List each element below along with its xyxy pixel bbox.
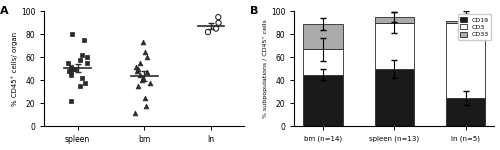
Point: [78, 54, 86, 56]
Point: [204, 31, 212, 33]
Point: [67, 71, 75, 74]
Point: [64, 62, 72, 64]
Bar: [304, 75, 343, 126]
Point: [138, 79, 145, 82]
Point: [139, 41, 147, 44]
Point: [134, 68, 142, 70]
Point: [80, 39, 88, 41]
Bar: [375, 23, 414, 69]
Point: [146, 81, 154, 84]
Bar: [304, 24, 343, 49]
Point: [70, 68, 78, 70]
Bar: [375, 69, 414, 126]
Point: [134, 85, 142, 87]
Bar: [446, 23, 486, 98]
Bar: [304, 49, 343, 75]
Text: A: A: [0, 6, 9, 16]
Point: [65, 70, 73, 72]
Point: [132, 111, 140, 114]
Point: [82, 62, 90, 64]
Point: [140, 96, 148, 99]
Point: [141, 50, 149, 53]
Bar: [375, 17, 414, 23]
Y-axis label: % CD45⁺ cells/ organ: % CD45⁺ cells/ organ: [12, 32, 18, 106]
Point: [67, 65, 75, 68]
Legend: CD19, CD3, CD33: CD19, CD3, CD33: [458, 14, 492, 40]
Point: [81, 81, 89, 84]
Point: [142, 71, 150, 74]
Point: [71, 68, 79, 70]
Point: [133, 70, 141, 72]
Y-axis label: % subpopulations / CD45⁺ cells: % subpopulations / CD45⁺ cells: [263, 20, 268, 118]
Point: [76, 85, 84, 87]
Bar: [446, 98, 486, 126]
Point: [142, 105, 150, 107]
Point: [140, 77, 147, 79]
Point: [132, 65, 140, 68]
Text: B: B: [250, 6, 258, 16]
Point: [76, 58, 84, 61]
Bar: [446, 21, 486, 23]
Point: [136, 74, 144, 76]
Point: [214, 16, 222, 18]
Point: [68, 100, 76, 102]
Point: [136, 62, 144, 64]
Point: [68, 33, 76, 36]
Point: [214, 22, 222, 24]
Point: [68, 74, 76, 76]
Point: [212, 27, 220, 30]
Point: [78, 77, 86, 79]
Point: [142, 56, 150, 58]
Point: [83, 56, 91, 58]
